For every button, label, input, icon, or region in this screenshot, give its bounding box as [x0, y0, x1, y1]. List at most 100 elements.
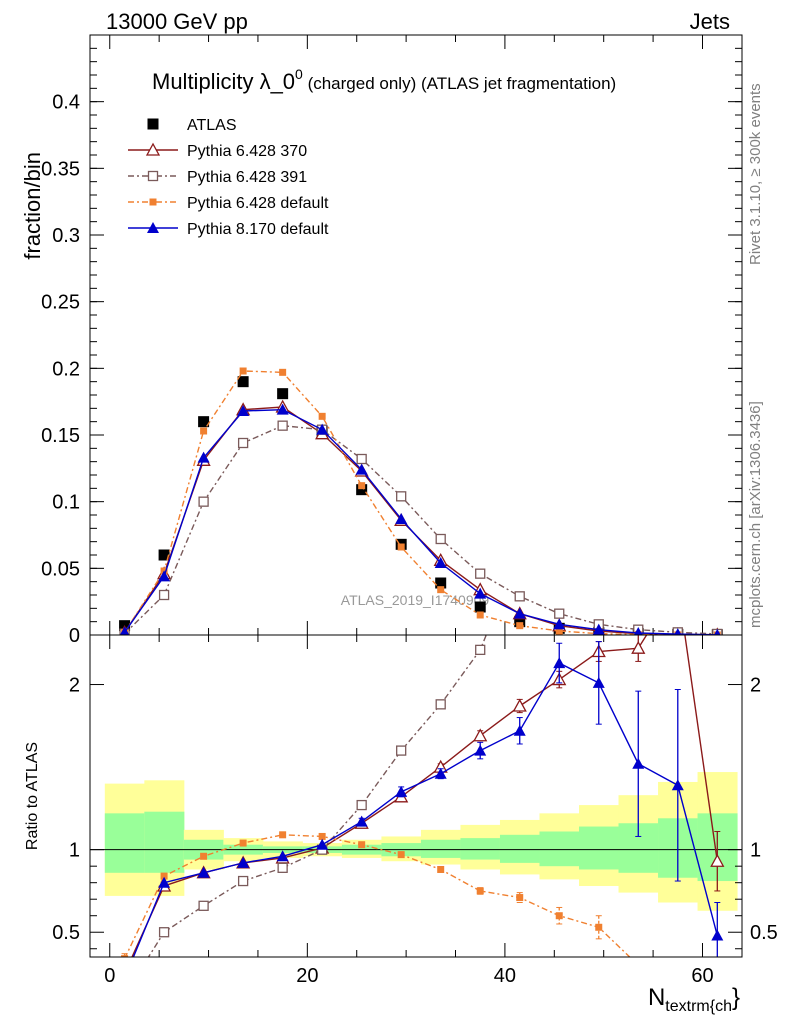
- main-title-rest: (charged only) (ATLAS jet fragmentation): [303, 74, 616, 93]
- main-point: [158, 589, 170, 601]
- ratio-series-line: [132, 662, 718, 957]
- ratio-y-axis: 0.5 0.5 1 1 2 2: [52, 675, 778, 950]
- ratio-point: [631, 640, 646, 654]
- main-series-4: [119, 403, 721, 635]
- legend-label: Pythia 8.170 default: [187, 221, 329, 238]
- ratio-point: [434, 767, 447, 779]
- main-y-tick-label: 0.2: [52, 358, 80, 380]
- band-green: [420, 839, 461, 858]
- ratio-point: [396, 745, 407, 756]
- ratio-bands-clip: [104, 772, 738, 911]
- ratio-y-tick-label: 2: [69, 675, 80, 697]
- main-y-tick-label: 0.15: [41, 425, 80, 447]
- x-tick-label: 40: [494, 965, 516, 987]
- ratio-series-3: [119, 641, 724, 983]
- ratio-y-tick-label: 1: [69, 840, 80, 862]
- main-panel: 0 0.05 0.1 0.15 0.2 0.25 0.3 0.35 0.4 fraction/b…: [20, 34, 743, 647]
- side-text-top: Rivet 3.1.10, ≥ 300k events: [747, 83, 764, 265]
- ratio-point: [516, 894, 524, 902]
- main-point: [474, 587, 487, 599]
- ratio-point: [119, 972, 131, 983]
- main-point: [276, 403, 289, 415]
- main-point: [435, 577, 447, 589]
- ratio-point: [158, 876, 171, 888]
- ratio-point: [474, 744, 487, 756]
- ratio-point: [197, 866, 210, 878]
- ratio-point: [672, 579, 684, 590]
- main-point: [434, 557, 447, 568]
- main-point: [355, 463, 368, 475]
- ratio-point: [356, 799, 367, 811]
- ratio-point: [476, 887, 484, 895]
- band-green: [499, 834, 540, 863]
- ratio-series-1: [120, 635, 487, 999]
- main-point: [197, 451, 210, 463]
- ratio-point: [635, 962, 642, 969]
- main-title-main: Multiplicity λ_0: [152, 69, 295, 94]
- ratio-point: [120, 990, 129, 999]
- ratio-point: [119, 968, 131, 979]
- ratio-series-line: [124, 834, 631, 957]
- ratio-point: [632, 757, 645, 769]
- legend-label: ATLAS: [187, 117, 237, 134]
- ratio-bands: [104, 772, 738, 911]
- main-point: [395, 513, 408, 524]
- band-green: [539, 831, 580, 867]
- ratio-point: [553, 657, 566, 669]
- ratio-series-2: [121, 831, 642, 969]
- main-point: [279, 368, 287, 376]
- main-y-tick-label: 0.25: [41, 292, 80, 314]
- main-point: [239, 367, 247, 375]
- main-y-tick-label: 0: [69, 625, 80, 647]
- ratio-point: [158, 927, 170, 938]
- ratio-y-tick-label-right: 2: [750, 675, 761, 697]
- main-point: [316, 423, 329, 435]
- main-y-tick-label: 0.05: [41, 558, 80, 580]
- side-text-bottom: mcplots.cern.ch [arXiv:1306.3436]: [747, 401, 764, 628]
- main-point: [516, 622, 524, 630]
- main-point: [437, 586, 445, 594]
- main-point: [513, 607, 526, 619]
- main-point: [198, 416, 210, 428]
- main-point: [318, 412, 326, 420]
- x-tick-label: 60: [691, 965, 713, 987]
- ratio-point: [121, 955, 129, 957]
- band-green: [579, 826, 620, 870]
- main-series-line: [124, 408, 718, 635]
- x-tick-label: 0: [104, 965, 115, 987]
- ratio-panel: 0.5 0.5 1 1 2 2 0 20 40 60 Ratio to ATLAS Ntextr…: [24, 579, 778, 1015]
- main-point: [358, 482, 366, 490]
- main-watermark: ATLAS_2019_I1740909: [341, 592, 490, 608]
- ratio-series-0: [119, 579, 725, 979]
- main-point: [277, 388, 289, 400]
- x-axis-label-sub: textrm{ch: [665, 998, 732, 1015]
- legend-label: Pythia 6.428 370: [187, 143, 307, 160]
- main-point: [592, 623, 605, 635]
- ratio-series-line: [131, 635, 718, 957]
- ratio-point: [711, 929, 724, 941]
- main-point: [237, 437, 249, 449]
- main-y-axis: 0 0.05 0.1 0.15 0.2 0.25 0.3 0.35 0.4: [41, 35, 742, 647]
- main-point: [237, 405, 250, 416]
- ratio-point: [237, 856, 250, 868]
- main-point: [158, 570, 171, 582]
- ratio-point: [200, 852, 208, 860]
- ratio-point: [710, 853, 725, 867]
- main-point: [119, 626, 130, 635]
- ratio-point: [475, 644, 486, 656]
- main-series-line: [124, 424, 718, 635]
- main-point: [237, 376, 249, 388]
- x-tick-label: 20: [296, 965, 318, 987]
- ratio-point: [276, 850, 289, 862]
- main-series-clip: [119, 367, 723, 635]
- main-y-tick-label: 0.4: [52, 92, 80, 114]
- ratio-point: [277, 862, 288, 873]
- main-point: [475, 568, 486, 579]
- main-y-axis-label: fraction/bin: [20, 152, 45, 260]
- ratio-point: [592, 676, 605, 688]
- legend-marker: [149, 198, 157, 206]
- main-point: [555, 627, 563, 635]
- main-point: [633, 627, 643, 635]
- band-green: [460, 838, 501, 860]
- x-axis-label-tail: }: [732, 984, 740, 1011]
